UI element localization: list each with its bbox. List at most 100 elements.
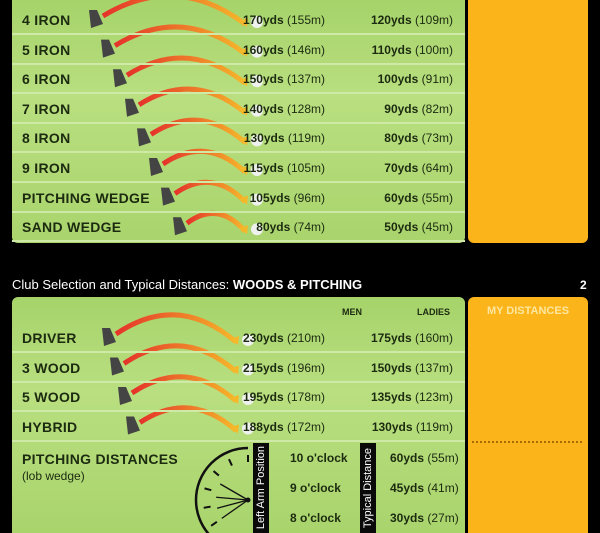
ladies-yds: 130yds	[371, 419, 413, 434]
club-head-icon	[118, 387, 132, 405]
arrowhead	[239, 77, 248, 87]
ladies-meters: (64m)	[421, 161, 453, 175]
men-yds: 115yds	[243, 161, 284, 175]
ladies-meters: (82m)	[421, 101, 453, 116]
ladies-yds: 110yds	[371, 42, 412, 57]
golf-ball-icon	[251, 45, 263, 58]
club-row: 9 IRON 115yds (105m) 70yds (64m)	[12, 153, 465, 183]
ball-flight-arc	[185, 210, 247, 233]
arrowhead	[230, 365, 239, 375]
ladies-distance: 120yds (109m)	[371, 13, 453, 27]
arrowhead	[230, 336, 239, 345]
pitch-distance: 60yds (55m)	[390, 451, 459, 465]
club-row: 6 IRON 150yds (137m) 100yds (91m)	[12, 64, 465, 95]
my-distances-column-irons	[468, 0, 588, 243]
men-meters: (196m)	[286, 360, 325, 375]
men-yds: 215yds	[242, 360, 284, 375]
ball-flight-arc	[149, 117, 247, 145]
pitch-yds: 30yds	[390, 511, 425, 525]
club-row: 7 IRON 140yds (128m) 90yds (82m)	[12, 94, 465, 124]
club-row: 4 IRON 170yds (155m) 120yds (109m)	[12, 5, 465, 35]
golf-ball-icon	[242, 334, 254, 346]
my-distances-column-woods: MY DISTANCES	[468, 297, 588, 533]
ladies-meters: (160m)	[414, 331, 453, 345]
ladies-yds: 150yds	[370, 360, 412, 375]
men-meters: (210m)	[286, 331, 325, 345]
club-head-icon	[173, 217, 187, 236]
men-distance: 188yds (172m)	[243, 420, 325, 434]
men-meters: (105m)	[286, 161, 325, 175]
ladies-distance: 130yds (119m)	[372, 420, 453, 434]
pitch-yds: 60yds	[390, 451, 425, 465]
club-name: 5 WOOD	[22, 389, 81, 405]
pitching-title: PITCHING DISTANCES	[22, 451, 179, 467]
men-distance: 195yds (178m)	[243, 390, 325, 404]
men-distance: 160yds (146m)	[243, 43, 325, 57]
ladies-distance: 60yds (55m)	[384, 191, 453, 205]
ladies-distance: 80yds (73m)	[384, 131, 453, 145]
header-ladies: LADIES	[417, 307, 451, 317]
arm-position: 9 o'clock	[290, 481, 341, 495]
men-yds: 170yds	[242, 13, 284, 27]
men-yds: 195yds	[242, 390, 284, 404]
golf-ball-icon	[251, 75, 263, 88]
club-row: HYBRID 188yds (172m) 130yds (119m)	[12, 412, 465, 442]
ladies-meters: (119m)	[415, 419, 453, 434]
clock-arrow-icon	[219, 483, 249, 501]
arrowhead	[239, 136, 248, 146]
club-head-icon	[126, 416, 140, 435]
clock-tick	[204, 487, 212, 492]
club-row: 3 WOOD 215yds (196m) 150yds (137m)	[12, 353, 465, 383]
club-head-icon	[110, 357, 124, 376]
golf-ball-icon	[242, 422, 254, 435]
men-distance: 130yds (119m)	[244, 131, 325, 145]
club-row: SAND WEDGE 80yds (74m) 50yds (45m)	[12, 212, 465, 243]
ladies-distance: 135yds (123m)	[371, 390, 453, 404]
ball-flight-arc	[137, 86, 247, 115]
men-meters: (119m)	[287, 131, 325, 146]
golf-ball-icon	[251, 134, 263, 147]
men-yds: 105yds	[249, 190, 291, 205]
pitching-subtitle: (lob wedge)	[22, 469, 85, 483]
arrowhead	[230, 424, 239, 434]
club-head-icon	[101, 39, 115, 58]
pitch-distance: 45yds (41m)	[390, 481, 459, 495]
men-meters: (146m)	[286, 42, 325, 57]
men-distance: 150yds (137m)	[243, 72, 325, 86]
men-meters: (74m)	[293, 220, 325, 235]
men-distance: 215yds (196m)	[243, 361, 325, 375]
arm-position: 8 o'clock	[290, 511, 341, 525]
club-head-icon	[161, 187, 175, 206]
club-row: DRIVER 230yds (210m) 175yds (160m)	[12, 323, 465, 353]
ball-flight-arc	[101, 0, 247, 26]
club-head-icon	[137, 128, 151, 147]
clock-tick	[210, 520, 218, 527]
golf-ball-icon	[251, 164, 263, 176]
ladies-meters: (45m)	[421, 220, 453, 235]
typical-distance-bar: Typical Distance	[360, 443, 376, 533]
men-yds: 230yds	[242, 331, 284, 345]
golf-ball-icon	[242, 363, 254, 376]
arrowhead	[239, 18, 248, 27]
clock-tick	[228, 458, 233, 466]
golf-ball-icon	[251, 223, 263, 236]
clock-arrow-icon	[221, 499, 249, 519]
men-yds: 150yds	[242, 72, 284, 87]
header-men: MEN	[342, 307, 362, 317]
ladies-distance: 70yds (64m)	[384, 161, 453, 175]
ladies-meters: (109m)	[414, 13, 453, 27]
club-row: 5 WOOD 195yds (178m) 135yds (123m)	[12, 382, 465, 412]
clock-arrow-icon	[216, 499, 249, 509]
clock-tick	[203, 505, 211, 509]
golf-ball-icon	[251, 16, 263, 28]
ladies-distance: 175yds (160m)	[371, 331, 453, 345]
club-name: 9 IRON	[22, 160, 71, 176]
club-name: PITCHING WEDGE	[22, 189, 150, 206]
ladies-distance: 100yds (91m)	[378, 72, 453, 86]
club-name: SAND WEDGE	[22, 219, 122, 236]
club-name: HYBRID	[22, 418, 78, 435]
arrowhead	[239, 225, 248, 235]
men-yds: 140yds	[242, 101, 284, 116]
ladies-yds: 70yds	[384, 161, 419, 175]
ladies-yds: 60yds	[384, 190, 419, 205]
